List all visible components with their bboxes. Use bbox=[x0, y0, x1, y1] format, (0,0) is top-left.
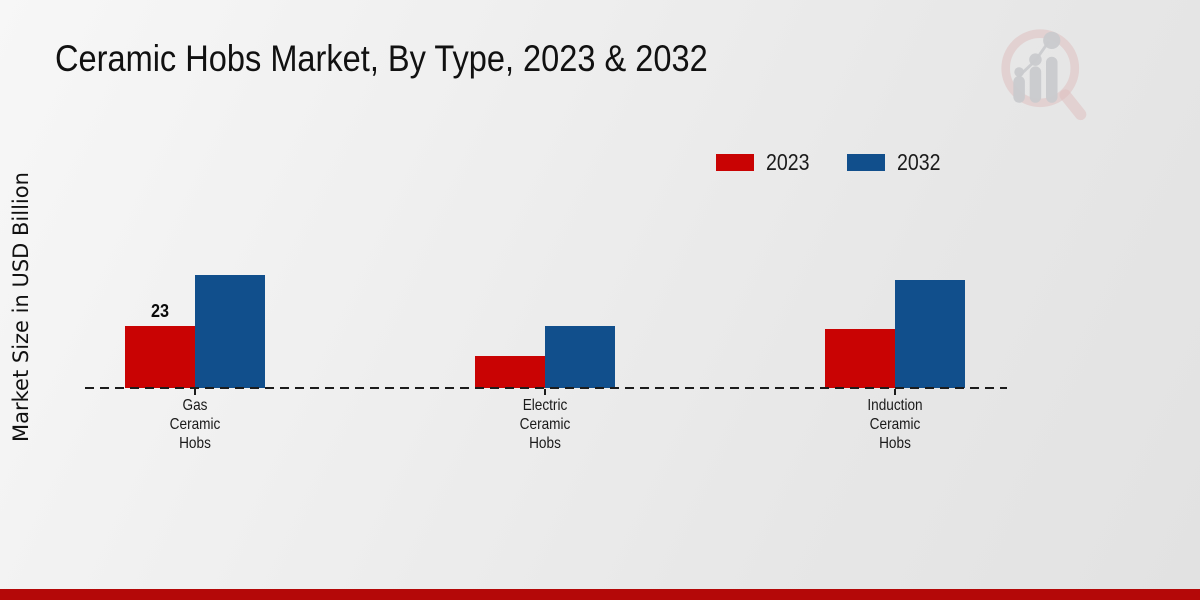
x-axis-category-label-induction: Induction Ceramic Hobs bbox=[867, 397, 923, 452]
bar-value-label: 23 bbox=[150, 301, 170, 321]
legend-item-2032: 2032 bbox=[847, 149, 948, 176]
x-axis-tick-gas bbox=[194, 389, 196, 395]
x-axis-category-label-electric: Electric Ceramic Hobs bbox=[519, 397, 571, 452]
footer-brand-bar bbox=[0, 589, 1200, 600]
legend-label-2023: 2023 bbox=[766, 149, 810, 175]
bar-2032-induction bbox=[895, 280, 965, 388]
legend-label-2032: 2032 bbox=[897, 149, 941, 175]
bar-2023-electric bbox=[475, 356, 545, 388]
bar-2023-gas bbox=[125, 326, 195, 388]
magnifier-bar-chart-logo-icon bbox=[1001, 29, 1087, 121]
legend-swatch-2023 bbox=[716, 154, 754, 171]
x-axis-tick-induction bbox=[894, 389, 896, 395]
bar-2032-electric bbox=[545, 326, 615, 388]
legend: 2023 2032 bbox=[716, 149, 948, 176]
x-axis-category-label-gas: Gas Ceramic Hobs bbox=[169, 397, 221, 452]
legend-swatch-2032 bbox=[847, 154, 886, 171]
chart-title: Ceramic Hobs Market, By Type, 2023 & 203… bbox=[55, 38, 708, 79]
x-axis-baseline bbox=[85, 387, 1007, 389]
legend-item-2023: 2023 bbox=[716, 149, 817, 176]
bar-2023-induction bbox=[825, 329, 895, 388]
bar-2032-gas bbox=[195, 275, 265, 388]
x-axis-tick-electric bbox=[544, 389, 546, 395]
